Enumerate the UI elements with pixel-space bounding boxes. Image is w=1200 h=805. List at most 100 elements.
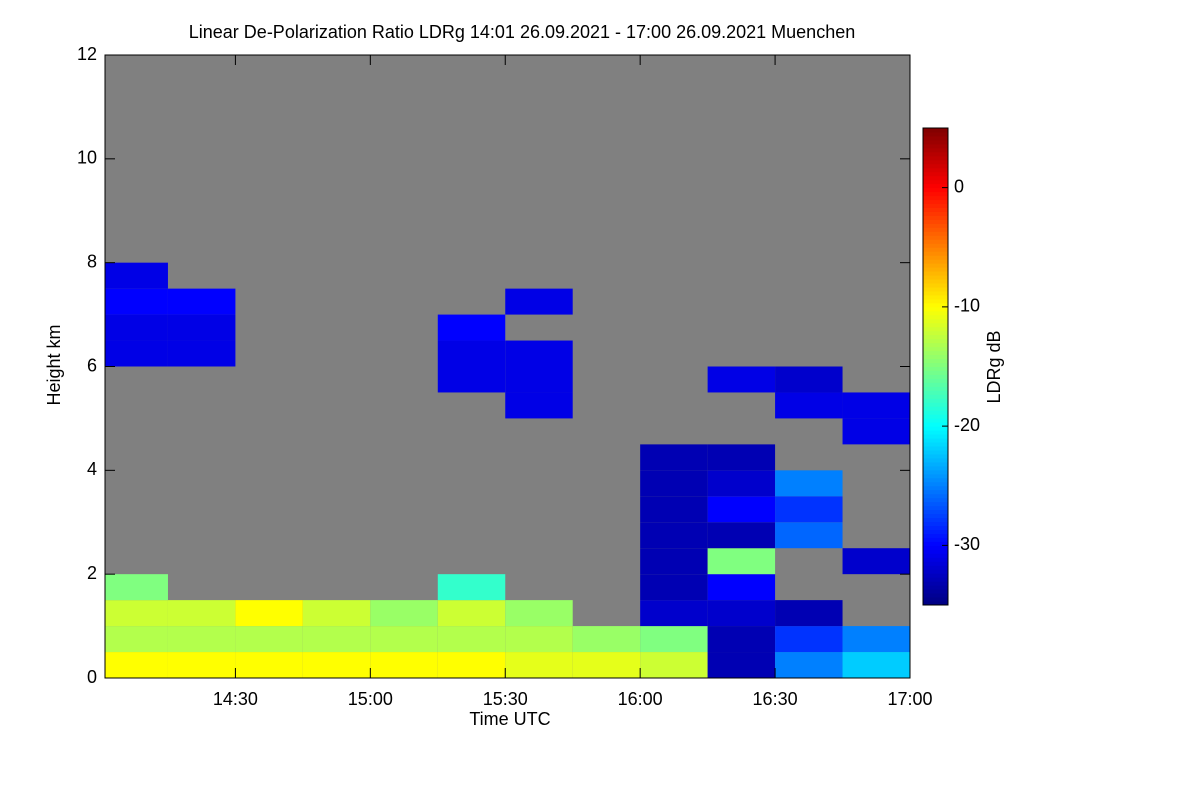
colorbar-segment xyxy=(923,509,948,515)
colorbar-segment xyxy=(923,386,948,391)
heat-cell xyxy=(235,600,303,627)
heat-cell xyxy=(707,366,776,393)
heat-cell xyxy=(505,392,573,419)
colorbar-segment xyxy=(923,322,948,328)
heat-cell xyxy=(842,652,910,678)
heat-cell xyxy=(105,600,168,627)
heat-cell xyxy=(775,496,843,523)
heat-cell xyxy=(775,626,843,653)
x-tick-label: 16:30 xyxy=(753,689,798,709)
colorbar-segment xyxy=(923,128,948,133)
heat-cell xyxy=(105,574,168,601)
colorbar-segment xyxy=(923,537,948,542)
heat-cell xyxy=(167,600,236,627)
heat-cell xyxy=(235,626,303,653)
y-tick-label: 8 xyxy=(87,251,97,271)
heat-cell xyxy=(640,470,708,497)
colorbar-segment xyxy=(923,438,948,443)
colorbar-segment xyxy=(923,314,948,320)
colorbar-segment xyxy=(923,477,948,483)
heat-cell xyxy=(235,652,303,678)
colorbar-segment xyxy=(923,589,948,594)
heat-cell xyxy=(302,626,371,653)
colorbar-segment xyxy=(923,155,948,161)
colorbar-segment xyxy=(923,354,948,360)
heat-cell xyxy=(842,626,910,653)
y-tick-label: 0 xyxy=(87,667,97,687)
heat-cell xyxy=(707,470,776,497)
colorbar-segment xyxy=(923,251,948,256)
y-tick-label: 2 xyxy=(87,563,97,583)
x-tick-label: 14:30 xyxy=(213,689,258,709)
colorbar-segment xyxy=(923,473,948,479)
heat-cell xyxy=(707,548,776,575)
colorbar-segment xyxy=(923,453,948,459)
colorbar-segment xyxy=(923,183,948,189)
colorbar-segment xyxy=(923,147,948,153)
chart-title: Linear De-Polarization Ratio LDRg 14:01 … xyxy=(189,22,855,42)
colorbar-segment xyxy=(923,553,948,558)
heat-cell xyxy=(707,496,776,523)
colorbar-segment xyxy=(923,215,948,220)
colorbar-segment xyxy=(923,362,948,367)
heat-cell xyxy=(437,314,506,341)
colorbar-segment xyxy=(923,418,948,423)
colorbar-segment xyxy=(923,549,948,554)
colorbar-segment xyxy=(923,171,948,177)
heat-cell xyxy=(707,444,776,471)
colorbar-segment xyxy=(923,461,948,467)
colorbar-segment xyxy=(923,481,948,487)
heat-cell xyxy=(775,522,843,549)
colorbar-segment xyxy=(923,191,948,197)
heat-cell xyxy=(707,522,776,549)
heat-cell xyxy=(370,652,438,678)
heat-cell xyxy=(775,470,843,497)
colorbar-title: LDRg dB xyxy=(984,330,1004,403)
colorbar-segment xyxy=(923,597,948,602)
colorbar-segment xyxy=(923,338,948,344)
colorbar-segment xyxy=(923,350,948,356)
colorbar-segment xyxy=(923,513,948,519)
y-tick-label: 10 xyxy=(77,148,97,168)
colorbar-segment xyxy=(923,565,948,570)
heat-cell xyxy=(105,314,168,341)
colorbar-segment xyxy=(923,485,948,491)
colorbar-segment xyxy=(923,394,948,399)
colorbar-segment xyxy=(923,263,948,268)
x-tick-label: 15:00 xyxy=(348,689,393,709)
colorbar-segment xyxy=(923,163,948,169)
colorbar-segment xyxy=(923,449,948,455)
colorbar-segment xyxy=(923,131,948,137)
colorbar-segment xyxy=(923,275,948,280)
heat-cell xyxy=(167,652,236,678)
colorbar-segment xyxy=(923,179,948,185)
colorbar-segment xyxy=(923,302,948,308)
heat-cell xyxy=(302,600,371,627)
colorbar-segment xyxy=(923,223,948,228)
colorbar-segment xyxy=(923,573,948,578)
heat-cell xyxy=(842,418,910,445)
colorbar-segment xyxy=(923,370,948,375)
colorbar-segment xyxy=(923,601,948,606)
heat-cell xyxy=(105,288,168,315)
colorbar-segment xyxy=(923,243,948,248)
heat-cell xyxy=(370,626,438,653)
heat-cell xyxy=(505,288,573,315)
colorbar-segment xyxy=(923,469,948,475)
colorbar-segment xyxy=(923,402,948,407)
colorbar-segment xyxy=(923,247,948,252)
colorbar-segment xyxy=(923,378,948,383)
heat-cell xyxy=(640,652,708,678)
colorbar-segment xyxy=(923,255,948,260)
colorbar-segment xyxy=(923,422,948,427)
heat-cell xyxy=(707,626,776,653)
colorbar-segment xyxy=(923,505,948,511)
colorbar-segment xyxy=(923,135,948,141)
colorbar-segment xyxy=(923,529,948,534)
heat-cell xyxy=(437,574,506,601)
colorbar-segment xyxy=(923,203,948,208)
colorbar-segment xyxy=(923,195,948,201)
y-tick-label: 12 xyxy=(77,44,97,64)
x-tick-label: 16:00 xyxy=(618,689,663,709)
